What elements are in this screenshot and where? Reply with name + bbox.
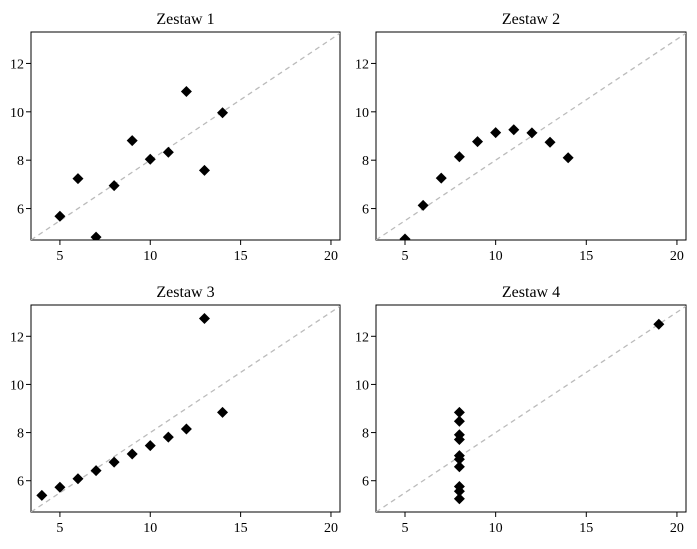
y-tick-label: 12 bbox=[10, 330, 24, 345]
y-tick-label: 10 bbox=[355, 378, 369, 393]
point bbox=[453, 415, 465, 427]
plot-frame bbox=[375, 304, 687, 513]
y-tick-label: 8 bbox=[362, 154, 369, 169]
y-tick-label: 6 bbox=[362, 475, 369, 490]
y-tick-label: 10 bbox=[355, 106, 369, 121]
x-tick-label: 15 bbox=[234, 249, 248, 264]
y-tick-label: 8 bbox=[17, 427, 24, 442]
point bbox=[144, 440, 156, 452]
x-tick-label: 20 bbox=[324, 521, 338, 536]
plot-frame bbox=[375, 31, 687, 241]
panel-title: Zestaw 4 bbox=[502, 284, 560, 301]
x-tick-label: 20 bbox=[670, 249, 684, 264]
plot-frame bbox=[30, 304, 341, 513]
point bbox=[562, 152, 574, 164]
y-tick-label: 6 bbox=[362, 203, 369, 218]
plot-area bbox=[376, 305, 686, 512]
point bbox=[453, 461, 465, 473]
fit-line bbox=[31, 305, 340, 512]
x-tick-label: 15 bbox=[234, 521, 248, 536]
x-tick-label: 10 bbox=[143, 249, 157, 264]
point bbox=[108, 180, 120, 192]
y-tick-label: 12 bbox=[10, 57, 24, 72]
plot-area bbox=[376, 32, 686, 284]
x-tick-label: 10 bbox=[143, 521, 157, 536]
point bbox=[126, 448, 138, 460]
point bbox=[180, 85, 192, 97]
x-tick-label: 10 bbox=[489, 521, 503, 536]
x-tick-label: 5 bbox=[56, 521, 63, 536]
point bbox=[417, 199, 429, 211]
point bbox=[453, 493, 465, 505]
y-tick-label: 8 bbox=[17, 154, 24, 169]
point bbox=[90, 231, 102, 240]
point bbox=[453, 406, 465, 418]
x-tick-label: 15 bbox=[579, 521, 593, 536]
point bbox=[126, 135, 138, 147]
x-tick-label: 15 bbox=[579, 249, 593, 264]
point bbox=[508, 124, 520, 136]
y-tick-label: 12 bbox=[355, 330, 369, 345]
y-tick-label: 6 bbox=[17, 203, 24, 218]
point bbox=[180, 423, 192, 435]
point bbox=[198, 164, 210, 176]
point bbox=[453, 151, 465, 163]
point bbox=[490, 127, 502, 139]
point bbox=[381, 273, 392, 284]
point bbox=[144, 153, 156, 165]
point bbox=[162, 146, 174, 158]
point bbox=[526, 127, 538, 139]
y-tick-label: 6 bbox=[17, 475, 24, 490]
point bbox=[472, 136, 484, 148]
x-tick-label: 5 bbox=[402, 521, 409, 536]
point bbox=[453, 485, 465, 497]
point bbox=[72, 173, 84, 185]
point bbox=[544, 136, 556, 148]
panel-title: Zestaw 1 bbox=[156, 11, 214, 28]
point bbox=[72, 473, 84, 485]
point bbox=[198, 312, 210, 324]
point bbox=[90, 465, 102, 477]
panel-title: Zestaw 3 bbox=[156, 284, 214, 301]
x-tick-label: 20 bbox=[670, 521, 684, 536]
fit-line bbox=[31, 32, 340, 240]
x-tick-label: 5 bbox=[402, 249, 409, 264]
y-tick-label: 10 bbox=[10, 106, 24, 121]
y-tick-label: 8 bbox=[362, 427, 369, 442]
point bbox=[399, 233, 411, 240]
x-tick-label: 10 bbox=[489, 249, 503, 264]
point bbox=[217, 406, 229, 418]
point bbox=[453, 429, 465, 441]
point bbox=[54, 210, 66, 222]
x-tick-label: 5 bbox=[56, 249, 63, 264]
point bbox=[54, 481, 66, 493]
point bbox=[453, 453, 465, 465]
y-tick-label: 12 bbox=[355, 57, 369, 72]
point bbox=[108, 456, 120, 468]
panel-title: Zestaw 2 bbox=[502, 11, 560, 28]
x-tick-label: 20 bbox=[324, 249, 338, 264]
y-tick-label: 10 bbox=[10, 378, 24, 393]
point bbox=[653, 318, 665, 330]
plot-frame bbox=[30, 31, 341, 241]
point bbox=[217, 107, 229, 119]
point bbox=[36, 245, 47, 256]
plot-area bbox=[31, 305, 340, 512]
point bbox=[435, 172, 447, 184]
point bbox=[36, 489, 48, 501]
point bbox=[162, 431, 174, 443]
fit-line bbox=[376, 32, 686, 240]
plot-area bbox=[31, 32, 340, 256]
fit-line bbox=[376, 305, 686, 512]
